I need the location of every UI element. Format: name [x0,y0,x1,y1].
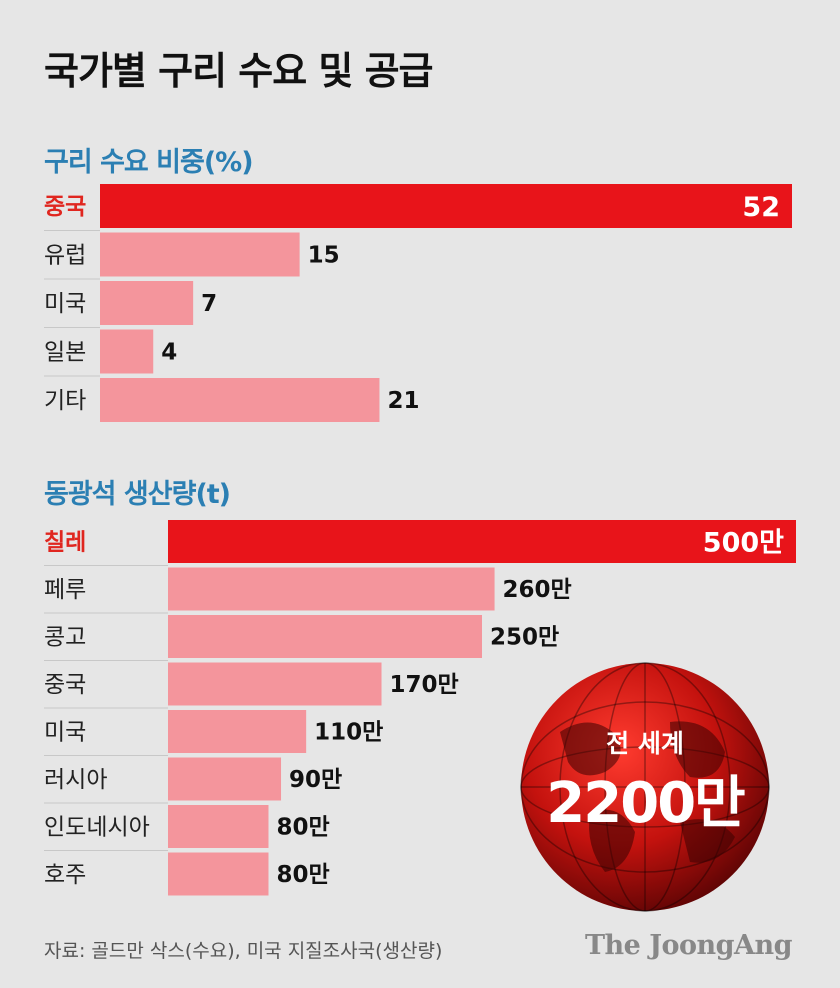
category-label: 칠레 [44,530,86,556]
value-label: 7 [201,291,217,317]
bar-3 [168,662,382,706]
bar-1 [168,567,495,611]
value-label: 260만 [503,577,572,603]
bar-4 [168,710,307,753]
value-label: 90만 [289,767,342,793]
world-total-label: 전 세계 [606,729,684,758]
value-label: 170만 [390,672,459,698]
value-label: 250만 [490,625,559,651]
page-title: 국가별 구리 수요 및 공급 [44,49,434,93]
category-label: 인도네시아 [44,815,150,841]
category-label: 기타 [44,388,86,414]
category-label: 페루 [44,577,86,603]
value-label: 52 [742,192,780,223]
bar-3 [100,329,154,374]
value-label: 80만 [276,815,329,841]
bar-0 [100,184,792,228]
globe-icon [520,662,770,912]
bar-2 [168,615,482,658]
category-label: 유럽 [44,243,86,269]
brand-logo: The JoongAng [584,930,793,961]
demand-chart-title: 구리 수요 비중(%) [44,147,254,178]
category-label: 중국 [44,194,86,220]
value-label: 15 [308,243,340,269]
bar-4 [100,378,380,422]
category-label: 러시아 [44,767,107,793]
category-label: 콩고 [44,625,86,651]
bar-7 [168,852,269,896]
source-note: 자료: 골드만 삭스(수요), 미국 지질조사국(생산량) [44,940,443,962]
category-label: 미국 [44,291,86,317]
category-label: 미국 [44,720,86,746]
value-label: 21 [387,388,419,414]
category-label: 호주 [44,862,86,888]
value-label: 4 [161,340,177,366]
category-label: 일본 [44,340,86,366]
demand-bar-chart: 중국 52 유럽 15 미국 7 일본 4 기타 21 [44,184,792,422]
world-total-value: 2200만 [546,771,745,836]
value-label: 500만 [703,528,784,559]
bar-0 [168,520,796,563]
bar-2 [100,281,194,325]
bar-6 [168,805,269,848]
value-label: 110만 [314,720,383,746]
category-label: 중국 [44,672,86,698]
supply-chart-title: 동광석 생산량(t) [44,479,231,510]
bar-5 [168,757,282,801]
value-label: 80만 [276,862,329,888]
bar-1 [100,232,300,277]
